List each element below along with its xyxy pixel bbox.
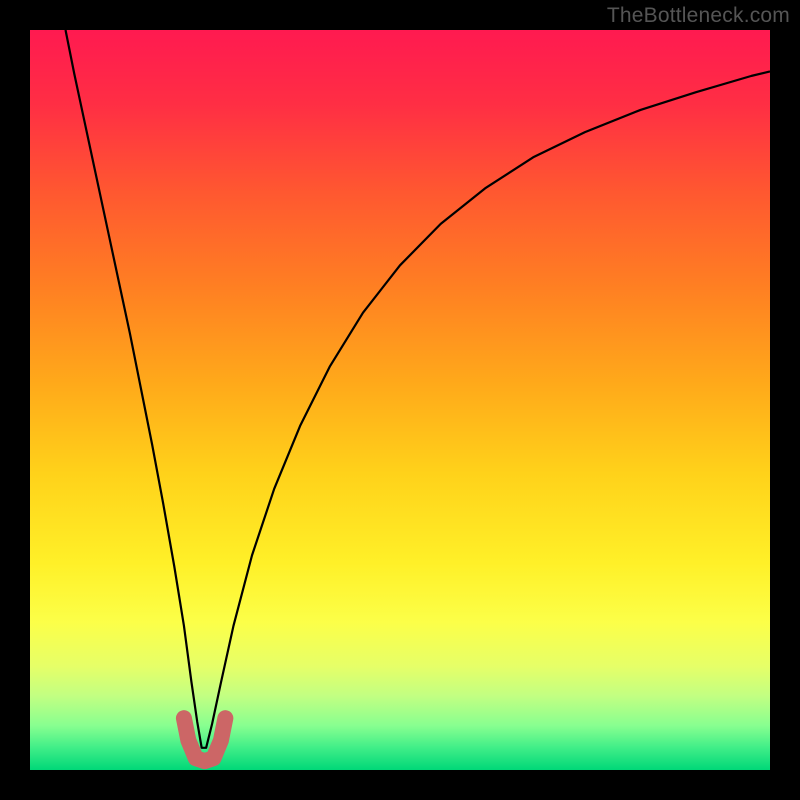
chart-container: TheBottleneck.com: [0, 0, 800, 800]
watermark-text: TheBottleneck.com: [607, 4, 790, 28]
plot-gradient-background: [30, 30, 770, 770]
bottleneck-chart: [0, 0, 800, 800]
